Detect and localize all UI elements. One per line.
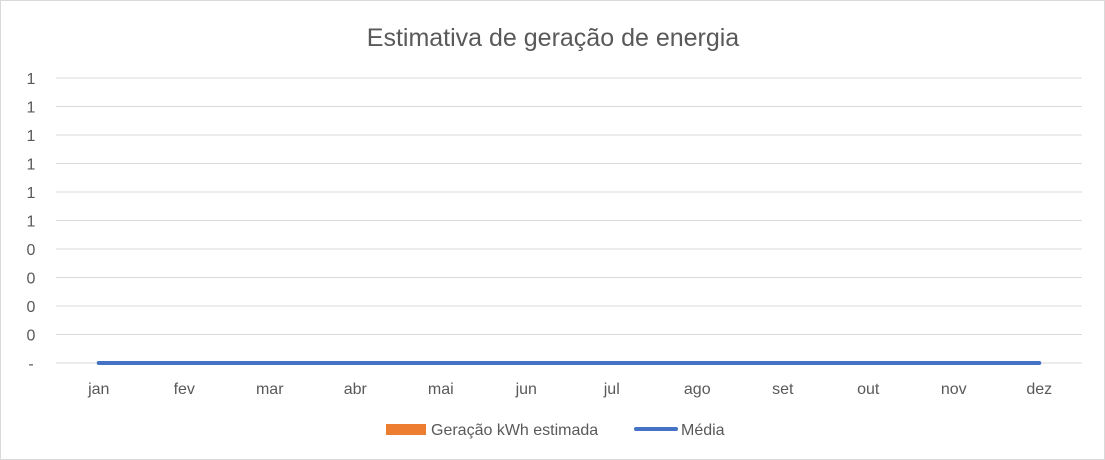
y-tick-label: 0 <box>27 271 36 288</box>
y-tick-label: 1 <box>27 214 36 231</box>
legend-label-media: Média <box>681 422 725 439</box>
legend-swatch-geracao <box>386 424 426 435</box>
x-tick-label: jun <box>515 381 537 398</box>
x-tick-label: mai <box>428 381 454 398</box>
line-series <box>96 361 1042 365</box>
legend-label-geracao: Geração kWh estimada <box>431 422 598 439</box>
y-tick-label: 1 <box>27 71 36 88</box>
x-tick-label: dez <box>1026 381 1052 398</box>
x-tick-label: set <box>772 381 794 398</box>
legend: Geração kWh estimada Média <box>386 422 725 439</box>
y-axis-ticks: - 0 0 0 0 1 1 1 1 1 1 <box>27 71 36 373</box>
gridlines <box>56 77 1082 364</box>
line-point <box>696 362 698 364</box>
line-point <box>1038 362 1040 364</box>
x-tick-label: mar <box>256 381 284 398</box>
x-tick-label: fev <box>174 381 195 398</box>
x-axis-ticks: jan fev mar abr mai jun jul ago set out nov dez <box>87 381 1052 398</box>
line-point <box>440 362 442 364</box>
x-tick-label: jul <box>603 381 620 398</box>
y-tick-label: 0 <box>27 328 36 345</box>
y-tick-label: 1 <box>27 185 36 202</box>
line-point <box>611 362 613 364</box>
line-point <box>953 362 955 364</box>
line-point <box>525 362 527 364</box>
line-point <box>269 362 271 364</box>
line-point <box>867 362 869 364</box>
x-tick-label: out <box>857 381 880 398</box>
line-point <box>98 362 100 364</box>
line-point <box>354 362 356 364</box>
y-tick-label: - <box>28 356 33 373</box>
chart-title: Estimativa de geração de energia <box>367 24 740 52</box>
y-tick-label: 1 <box>27 128 36 145</box>
y-tick-label: 0 <box>27 299 36 316</box>
x-tick-label: abr <box>344 381 368 398</box>
y-tick-label: 0 <box>27 242 36 259</box>
line-point <box>782 362 784 364</box>
x-tick-label: jan <box>87 381 109 398</box>
y-tick-label: 1 <box>27 157 36 174</box>
x-tick-label: nov <box>941 381 967 398</box>
line-point <box>183 362 185 364</box>
x-tick-label: ago <box>684 381 711 398</box>
y-tick-label: 1 <box>27 100 36 117</box>
